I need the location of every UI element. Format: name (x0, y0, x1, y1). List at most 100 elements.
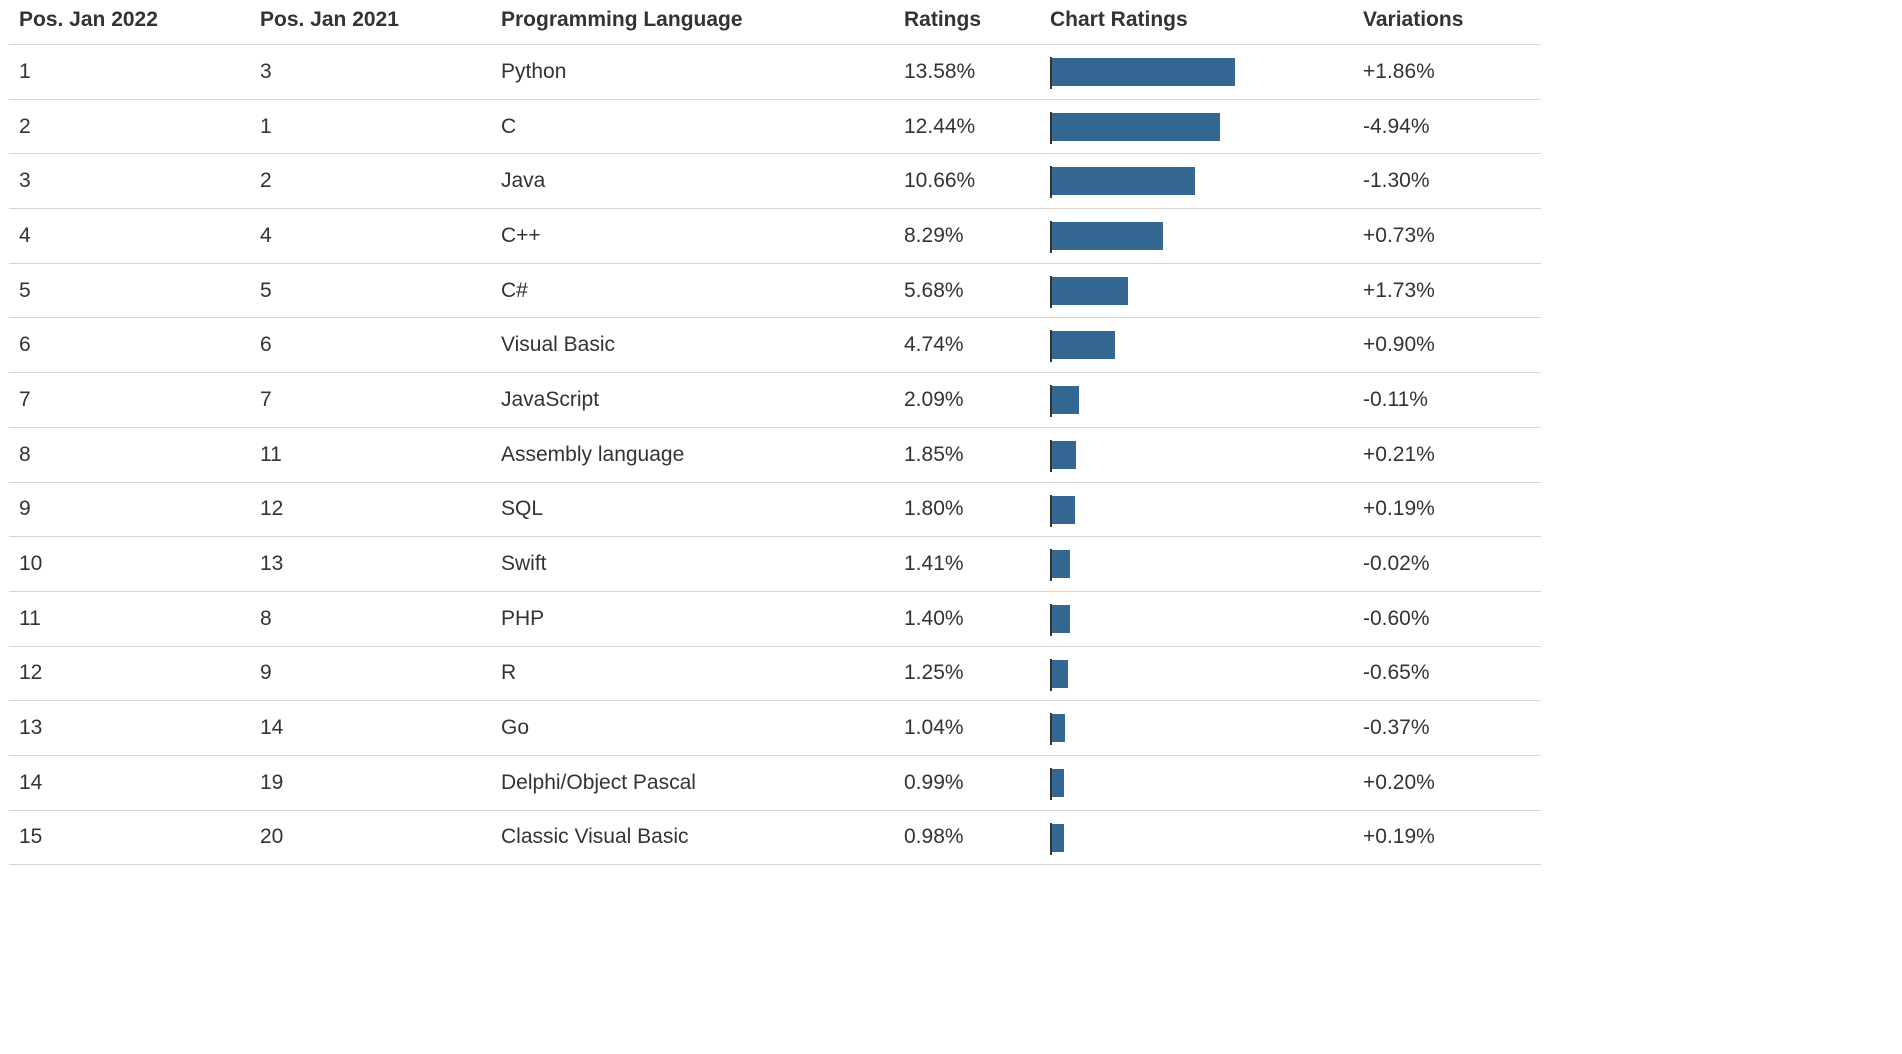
pos-jan-2021-cell: 3 (260, 59, 272, 83)
rating-bar (1051, 167, 1196, 196)
chart-ratings-cell (1050, 45, 1350, 99)
chart-ratings-cell (1050, 756, 1350, 810)
variation-cell: +0.73% (1363, 223, 1435, 247)
language-cell: Assembly language (501, 442, 685, 466)
pos-jan-2022-cell: 4 (19, 223, 31, 247)
bar-axis-line (1050, 111, 1052, 144)
rating-bar (1051, 222, 1164, 251)
table-row: 10 13 Swift 1.41% -0.02% (9, 537, 1541, 592)
variation-cell: -4.94% (1363, 114, 1430, 138)
chart-ratings-cell (1050, 811, 1350, 865)
ratings-table: Pos. Jan 2022 Pos. Jan 2021 Programming … (9, 0, 1541, 866)
language-cell: Java (501, 169, 546, 193)
bar-axis-line (1050, 330, 1052, 363)
bar-holder (1050, 483, 1350, 537)
language-cell: SQL (501, 497, 544, 521)
rating-cell: 1.85% (904, 442, 964, 466)
rating-bar (1051, 58, 1235, 86)
header-variations: Variations (1363, 8, 1464, 31)
rating-cell: 13.58% (904, 59, 976, 83)
pos-jan-2021-cell: 7 (260, 387, 272, 411)
variation-cell: -0.60% (1363, 606, 1430, 630)
language-cell: PHP (501, 606, 545, 630)
rating-bar (1051, 331, 1116, 360)
rating-cell: 5.68% (904, 278, 964, 302)
pos-jan-2021-cell: 2 (260, 169, 272, 193)
header-programming-language: Programming Language (501, 8, 743, 31)
rating-bar (1051, 440, 1077, 469)
pos-jan-2022-cell: 7 (19, 387, 31, 411)
bar-holder (1050, 647, 1350, 701)
pos-jan-2022-cell: 15 (19, 825, 43, 849)
pos-jan-2022-cell: 1 (19, 59, 31, 83)
pos-jan-2021-cell: 20 (260, 825, 284, 849)
header-ratings: Ratings (904, 8, 982, 31)
rating-cell: 1.80% (904, 497, 964, 521)
variation-cell: +1.86% (1363, 59, 1435, 83)
bar-holder (1050, 154, 1350, 208)
pos-jan-2022-cell: 12 (19, 661, 43, 685)
rating-cell: 10.66% (904, 169, 976, 193)
rating-bar (1051, 112, 1220, 141)
pos-jan-2021-cell: 11 (260, 442, 282, 466)
table-body: 1 3 Python 13.58% +1.86% 2 1 C 12.44% -4.94% 3 2 Jav… (9, 45, 1541, 866)
variation-cell: -0.02% (1363, 552, 1430, 576)
bar-axis-line (1050, 713, 1052, 746)
bar-holder (1050, 701, 1350, 755)
bar-axis-line (1050, 822, 1052, 855)
bar-axis-line (1050, 439, 1052, 472)
table-row: 3 2 Java 10.66% -1.30% (9, 154, 1541, 210)
pos-jan-2022-cell: 2 (19, 114, 31, 138)
bar-holder (1050, 209, 1350, 263)
rating-cell: 0.98% (904, 825, 964, 849)
variation-cell: +0.20% (1363, 770, 1435, 794)
rating-bar (1051, 604, 1070, 633)
bar-axis-line (1050, 166, 1052, 199)
bar-holder (1050, 264, 1350, 318)
table-row: 7 7 JavaScript 2.09% -0.11% (9, 373, 1541, 428)
table-row: 12 9 R 1.25% -0.65% (9, 647, 1541, 702)
rating-bar (1051, 276, 1128, 305)
chart-ratings-cell (1050, 209, 1350, 263)
bar-holder (1050, 428, 1350, 482)
bar-holder (1050, 45, 1350, 99)
header-pos-jan-2021: Pos. Jan 2021 (260, 8, 399, 31)
language-cell: C# (501, 278, 528, 302)
rating-cell: 8.29% (904, 223, 964, 247)
variation-cell: -1.30% (1363, 169, 1430, 193)
pos-jan-2021-cell: 6 (260, 333, 272, 357)
table-row: 11 8 PHP 1.40% -0.60% (9, 592, 1541, 647)
table-row: 15 20 Classic Visual Basic 0.98% +0.19% (9, 811, 1541, 866)
variation-cell: +0.19% (1363, 825, 1435, 849)
table-row: 2 1 C 12.44% -4.94% (9, 100, 1541, 155)
rating-bar (1051, 768, 1065, 797)
rating-bar (1051, 386, 1080, 415)
variation-cell: +0.19% (1363, 497, 1435, 521)
chart-ratings-cell (1050, 154, 1350, 208)
pos-jan-2021-cell: 14 (260, 716, 284, 740)
bar-holder (1050, 318, 1350, 372)
header-pos-jan-2022: Pos. Jan 2022 (19, 8, 158, 31)
bar-axis-line (1050, 57, 1052, 89)
pos-jan-2022-cell: 3 (19, 169, 31, 193)
rating-cell: 1.25% (904, 661, 964, 685)
language-cell: R (501, 661, 517, 685)
rating-bar (1051, 823, 1065, 852)
table-row: 4 4 C++ 8.29% +0.73% (9, 209, 1541, 264)
rating-cell: 12.44% (904, 114, 976, 138)
table-row: 8 11 Assembly language 1.85% +0.21% (9, 428, 1541, 483)
pos-jan-2021-cell: 9 (260, 661, 272, 685)
language-cell: Python (501, 59, 567, 83)
language-cell: Swift (501, 552, 547, 576)
table-row: 9 12 SQL 1.80% +0.19% (9, 483, 1541, 538)
pos-jan-2022-cell: 11 (19, 606, 41, 630)
bar-holder (1050, 592, 1350, 646)
bar-axis-line (1050, 221, 1052, 254)
pos-jan-2022-cell: 6 (19, 333, 31, 357)
bar-holder (1050, 811, 1350, 865)
rating-cell: 1.40% (904, 606, 964, 630)
chart-ratings-cell (1050, 264, 1350, 318)
header-chart-ratings: Chart Ratings (1050, 8, 1188, 31)
bar-axis-line (1050, 275, 1052, 308)
variation-cell: -0.37% (1363, 716, 1430, 740)
